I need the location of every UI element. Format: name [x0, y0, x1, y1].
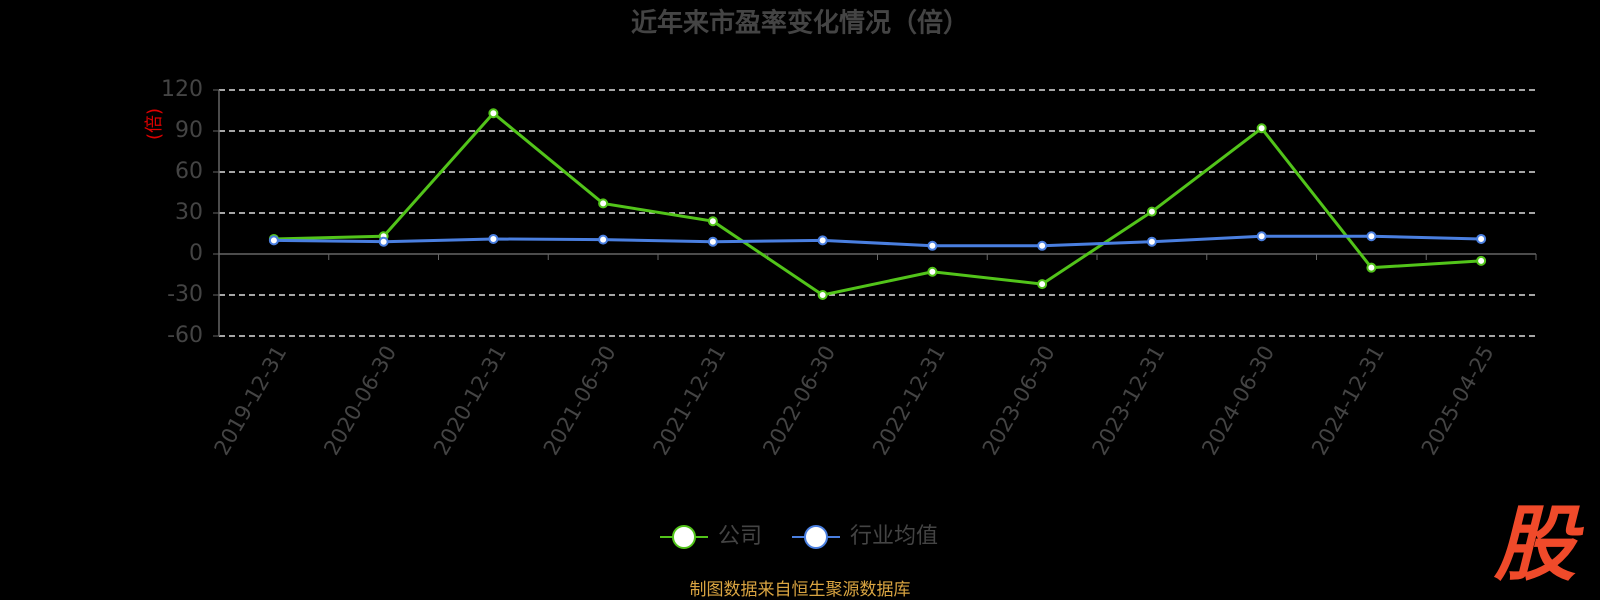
y-tick-label: 120 [161, 77, 203, 102]
data-point [1366, 231, 1377, 242]
data-point [1146, 206, 1157, 217]
data-point [817, 290, 828, 300]
y-tick-label: 0 [189, 241, 203, 266]
legend-marker [804, 525, 828, 549]
source-note: 制图数据来自恒生聚源数据库 [690, 580, 911, 600]
data-point [1256, 123, 1267, 134]
x-tick-label: 2019-12-31 [210, 342, 292, 460]
series-line [273, 234, 1482, 248]
data-point [927, 240, 938, 251]
data-point [598, 234, 609, 245]
data-point [268, 235, 279, 246]
data-point [707, 216, 718, 227]
y-tick-label: 90 [175, 118, 203, 143]
y-tick-label: -60 [167, 323, 203, 348]
x-tick-label: 2023-06-30 [978, 342, 1060, 460]
data-point [1476, 255, 1487, 266]
y-tick-label: -30 [167, 282, 203, 307]
data-point [598, 198, 609, 209]
x-tick-label: 2021-12-31 [649, 342, 731, 460]
x-tick-label: 2022-12-31 [868, 342, 950, 460]
series-line [273, 111, 1482, 297]
data-point [1037, 279, 1048, 290]
data-point [488, 108, 499, 119]
data-point [1366, 262, 1377, 273]
data-point [1476, 233, 1487, 244]
x-tick-label: 2020-12-31 [429, 342, 511, 460]
data-point [1146, 236, 1157, 247]
data-point [1037, 240, 1048, 251]
legend-marker [672, 525, 696, 549]
legend-label: 公司 [718, 524, 762, 549]
x-tick-label: 2024-06-30 [1197, 342, 1279, 460]
y-tick-label: 30 [175, 200, 203, 225]
data-point [927, 266, 938, 277]
data-point [488, 233, 499, 244]
data-point [817, 235, 828, 246]
data-point [1256, 231, 1267, 242]
x-tick-label: 2022-06-30 [758, 342, 840, 460]
legend-label: 行业均值 [850, 524, 938, 549]
x-tick-label: 2023-12-31 [1088, 342, 1170, 460]
x-tick-label: 2025-04-25 [1417, 342, 1499, 460]
logo: 股 [1493, 497, 1584, 592]
y-axis-label: (倍) [144, 108, 165, 140]
data-point [378, 236, 389, 247]
x-tick-label: 2021-06-30 [539, 342, 621, 460]
x-tick-label: 2024-12-31 [1307, 342, 1389, 460]
chart-title: 近年来市盈率变化情况（倍） [631, 8, 969, 39]
x-tick-label: 2020-06-30 [319, 342, 401, 460]
data-point [707, 236, 718, 247]
y-tick-label: 60 [175, 159, 203, 184]
